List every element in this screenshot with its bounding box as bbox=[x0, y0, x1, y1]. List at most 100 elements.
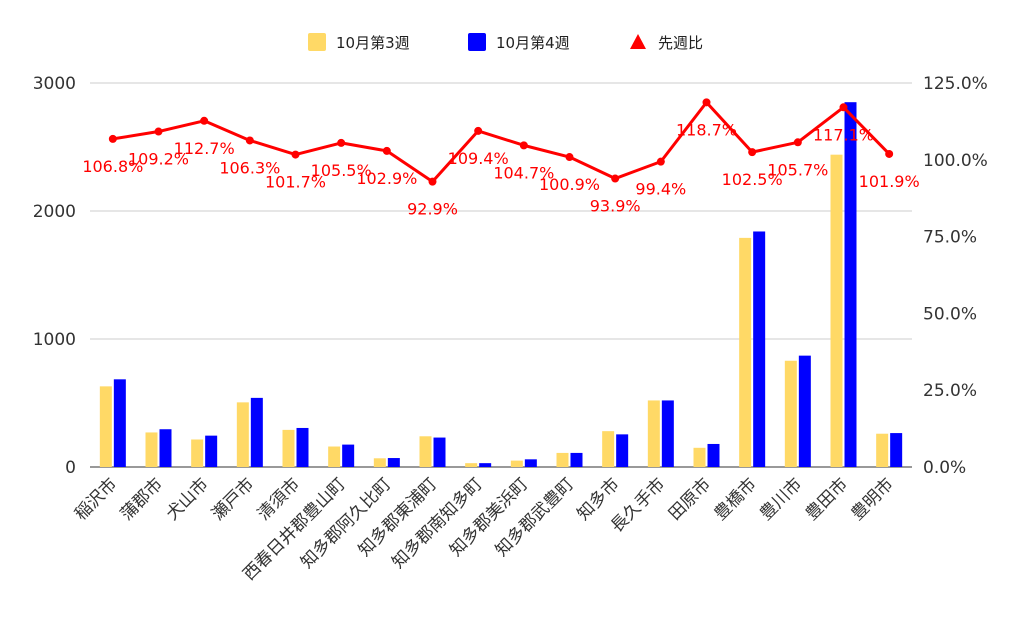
ratio-label: 109.2% bbox=[128, 150, 189, 169]
bar-week3 bbox=[419, 436, 432, 467]
ratio-label: 93.9% bbox=[590, 197, 641, 216]
bar-week4 bbox=[890, 433, 903, 467]
ratio-label: 100.9% bbox=[539, 175, 600, 194]
category-label: 豊川市 bbox=[756, 474, 806, 524]
ratio-label: 102.9% bbox=[356, 169, 417, 188]
left-tick-label: 1000 bbox=[33, 330, 76, 350]
ratio-point bbox=[519, 141, 528, 150]
ratio-label: 101.9% bbox=[859, 172, 920, 191]
ratio-label: 92.9% bbox=[407, 200, 458, 219]
bar-week4 bbox=[250, 397, 263, 467]
category-label: 豊橋市 bbox=[710, 474, 760, 524]
right-tick-label: 75.0% bbox=[923, 228, 977, 248]
right-tick-label: 125.0% bbox=[923, 74, 988, 94]
bar-week4 bbox=[113, 379, 126, 467]
ratio-point bbox=[337, 138, 346, 147]
bar-week4 bbox=[159, 429, 172, 467]
right-tick-label: 100.0% bbox=[923, 151, 988, 171]
ratio-label: 99.4% bbox=[635, 180, 686, 199]
ratio-point bbox=[885, 149, 894, 158]
ratio-point bbox=[656, 157, 665, 166]
ratio-label: 106.8% bbox=[82, 157, 143, 176]
category-label: 田原市 bbox=[665, 474, 715, 524]
bar-week4 bbox=[524, 459, 537, 467]
bar-week4 bbox=[707, 443, 720, 467]
bar-week4 bbox=[570, 452, 583, 467]
ratio-point bbox=[245, 136, 254, 145]
ratio-line: 106.8%109.2%112.7%106.3%101.7%105.5%102.… bbox=[82, 98, 920, 219]
bar-week3 bbox=[647, 400, 660, 467]
bar-week3 bbox=[373, 458, 386, 467]
legend-marker bbox=[630, 34, 646, 49]
bar-week4 bbox=[296, 427, 309, 467]
ratio-point bbox=[108, 134, 117, 143]
legend-label: 10月第4週 bbox=[496, 34, 570, 52]
bar-week3 bbox=[556, 452, 569, 467]
bar-week4 bbox=[661, 400, 674, 467]
ratio-point bbox=[474, 126, 483, 135]
bar-week3 bbox=[191, 439, 204, 467]
ratio-label: 101.7% bbox=[265, 173, 326, 192]
category-label: 稲沢市 bbox=[71, 474, 121, 524]
ratio-label: 105.5% bbox=[311, 161, 372, 180]
bar-week3 bbox=[784, 360, 797, 467]
bar-week3 bbox=[99, 386, 112, 467]
ratio-point bbox=[793, 138, 802, 147]
ratio-label: 104.7% bbox=[493, 163, 554, 182]
bar-week3 bbox=[145, 432, 158, 467]
category-label: 豊明市 bbox=[847, 474, 897, 524]
gridlines bbox=[90, 82, 912, 468]
legend: 10月第3週 10月第4週 先週比 bbox=[308, 33, 703, 52]
ratio-point bbox=[565, 153, 574, 162]
bar-week4 bbox=[753, 231, 766, 467]
bar-week4 bbox=[387, 458, 400, 467]
ratio-label: 118.7% bbox=[676, 120, 737, 139]
bar-week4 bbox=[205, 435, 218, 467]
bar-week3 bbox=[739, 237, 752, 467]
bar-week3 bbox=[510, 460, 523, 467]
bar-week3 bbox=[328, 446, 341, 467]
legend-marker bbox=[468, 33, 486, 51]
legend-marker bbox=[308, 33, 326, 51]
category-label: 豊田市 bbox=[802, 474, 852, 524]
ratio-point bbox=[748, 148, 757, 157]
bar-week3 bbox=[830, 154, 843, 467]
ratio-label: 102.5% bbox=[722, 170, 783, 189]
bar-week3 bbox=[876, 433, 889, 467]
bar-week4 bbox=[342, 444, 355, 467]
bar-week4 bbox=[479, 463, 492, 467]
bar-week3 bbox=[236, 402, 249, 467]
bar-week4 bbox=[433, 437, 446, 467]
ratio-point bbox=[200, 116, 209, 125]
bars bbox=[99, 102, 903, 467]
category-label: 蒲郡市 bbox=[117, 474, 167, 524]
category-label: 瀬戸市 bbox=[208, 474, 258, 524]
ratio-point bbox=[428, 177, 437, 186]
bar-week3 bbox=[282, 429, 295, 467]
ratio-point bbox=[382, 146, 391, 155]
left-tick-label: 2000 bbox=[33, 202, 76, 222]
legend-label: 先週比 bbox=[658, 34, 703, 52]
ratio-label: 106.3% bbox=[219, 158, 280, 177]
left-tick-label: 0 bbox=[65, 458, 76, 478]
ratio-label: 112.7% bbox=[174, 139, 235, 158]
ratio-label: 117.1% bbox=[813, 125, 874, 144]
legend-label: 10月第3週 bbox=[336, 34, 410, 52]
category-label: 犬山市 bbox=[162, 474, 212, 524]
bar-week4 bbox=[616, 434, 629, 467]
ratio-point bbox=[702, 98, 711, 107]
ratio-polyline bbox=[112, 100, 891, 184]
bar-week4 bbox=[844, 102, 857, 467]
ratio-label: 109.4% bbox=[448, 149, 509, 168]
ratio-point bbox=[839, 103, 848, 112]
ratio-point bbox=[611, 174, 620, 183]
ratio-label: 105.7% bbox=[767, 160, 828, 179]
left-tick-label: 3000 bbox=[33, 74, 76, 94]
bar-week4 bbox=[798, 355, 811, 467]
ratio-point bbox=[291, 150, 300, 159]
bar-week3 bbox=[602, 431, 615, 467]
bar-week3 bbox=[465, 463, 478, 467]
right-tick-label: 0.0% bbox=[923, 458, 966, 478]
right-tick-label: 25.0% bbox=[923, 381, 977, 401]
